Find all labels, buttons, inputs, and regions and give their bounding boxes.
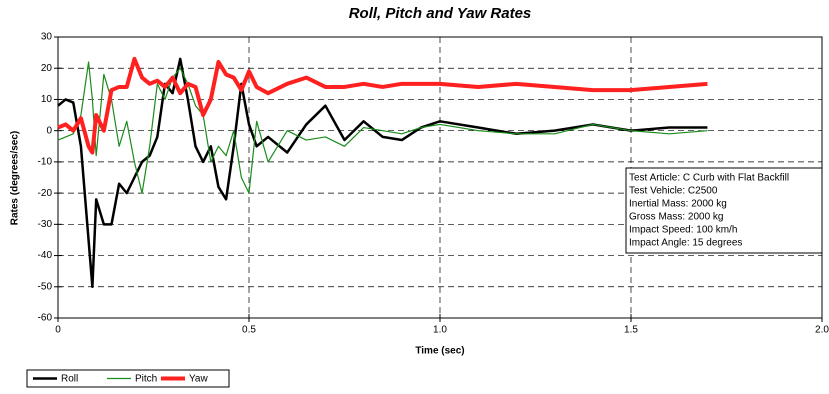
y-axis-label: Rates (degrees/sec) — [10, 131, 21, 226]
x-tick-label: 2.0 — [815, 325, 829, 336]
y-tick-label: -20 — [38, 188, 53, 199]
annotation-line: Gross Mass: 2000 kg — [629, 212, 723, 223]
y-tick-label: 20 — [41, 63, 53, 74]
x-tick-label: 0.5 — [242, 325, 256, 336]
y-tick-label: -50 — [38, 281, 53, 292]
annotation-line: Impact Speed: 100 km/h — [629, 225, 737, 236]
y-tick-label: -30 — [38, 219, 53, 230]
annotation-line: Test Vehicle: C2500 — [629, 186, 718, 197]
annotation-line: Inertial Mass: 2000 kg — [629, 199, 727, 210]
legend-label: Yaw — [189, 374, 208, 385]
y-tick-label: -40 — [38, 250, 53, 261]
x-tick-label: 0 — [55, 325, 61, 336]
y-tick-label: 0 — [46, 125, 52, 136]
chart-title: Roll, Pitch and Yaw Rates — [349, 5, 532, 22]
x-tick-label: 1.5 — [624, 325, 638, 336]
y-tick-label: -60 — [38, 313, 53, 324]
legend-label: Pitch — [135, 374, 157, 385]
annotation-line: Impact Angle: 15 degrees — [629, 238, 742, 249]
legend: Roll Pitch Yaw — [26, 369, 230, 388]
annotation-box — [625, 167, 823, 254]
series-line — [57, 61, 708, 194]
series-line — [57, 57, 708, 289]
annotation-line: Test Article: C Curb with Flat Backfill — [629, 173, 789, 184]
x-axis-label: Time (sec) — [415, 346, 464, 357]
series-line — [57, 56, 708, 155]
y-tick-label: 30 — [41, 32, 53, 43]
y-tick-label: 10 — [41, 94, 53, 105]
y-tick-label: -10 — [38, 157, 53, 168]
x-tick-label: 1.0 — [433, 325, 447, 336]
legend-label: Roll — [61, 374, 78, 385]
